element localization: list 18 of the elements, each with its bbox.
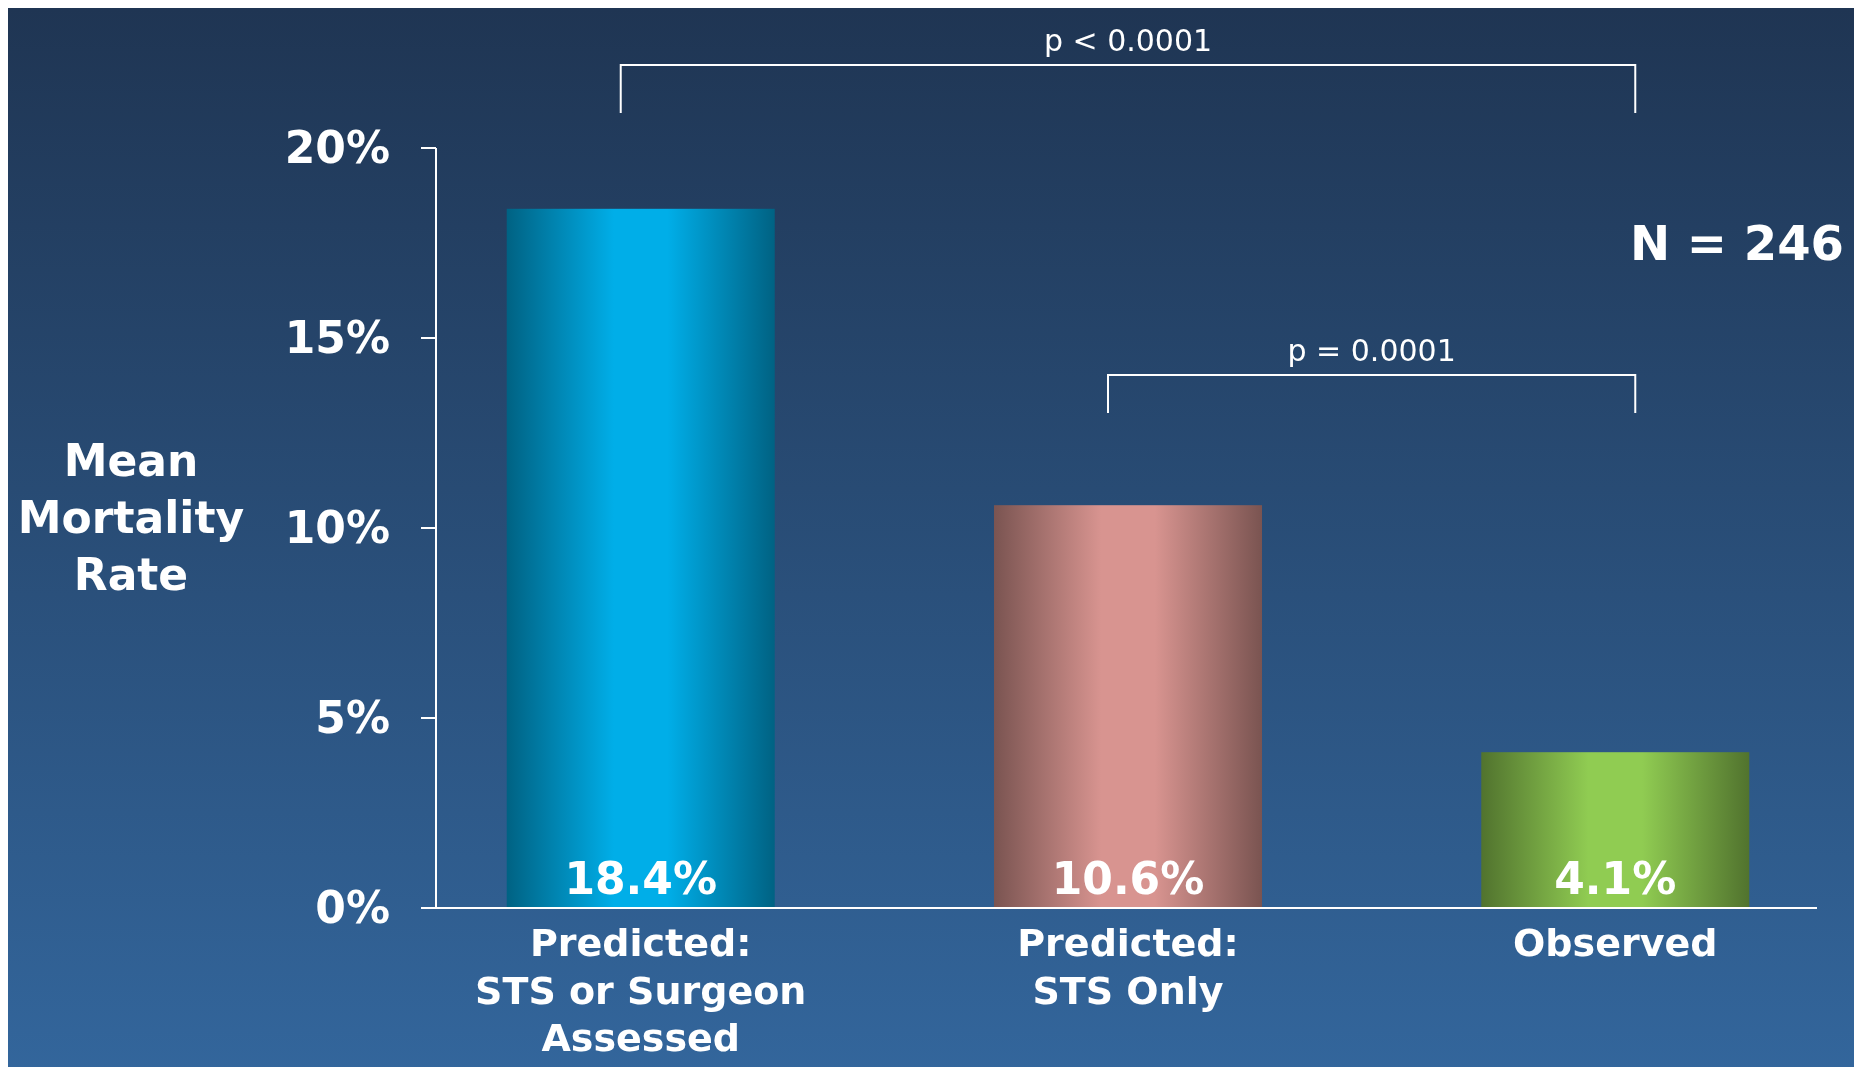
bar: [994, 505, 1262, 908]
y-tick-label: 5%: [315, 692, 390, 744]
text: p < 0.0001: [1043, 23, 1213, 58]
x-tick-label: Observed: [1513, 921, 1718, 966]
y-axis-title: Mean Mortality Rate: [17, 435, 245, 601]
annotation: N = 246: [1629, 215, 1844, 271]
annotation: p = 0.0001: [1287, 333, 1456, 368]
y-tick-label: 20%: [284, 122, 390, 174]
y-tick-label: 15%: [284, 312, 390, 364]
bar: [506, 208, 775, 908]
x-tick-label: Predicted: STS Only: [1017, 921, 1239, 1013]
bar: [1481, 752, 1750, 908]
data-label: 10.6%: [1051, 853, 1205, 904]
data-label: 18.4%: [564, 853, 718, 904]
data-label: 4.1%: [1554, 853, 1677, 904]
y-tick-label: 0%: [315, 882, 390, 934]
y-tick-label: 10%: [284, 502, 390, 554]
x-tick-label: Predicted: STS or Surgeon Assessed: [475, 921, 807, 1061]
